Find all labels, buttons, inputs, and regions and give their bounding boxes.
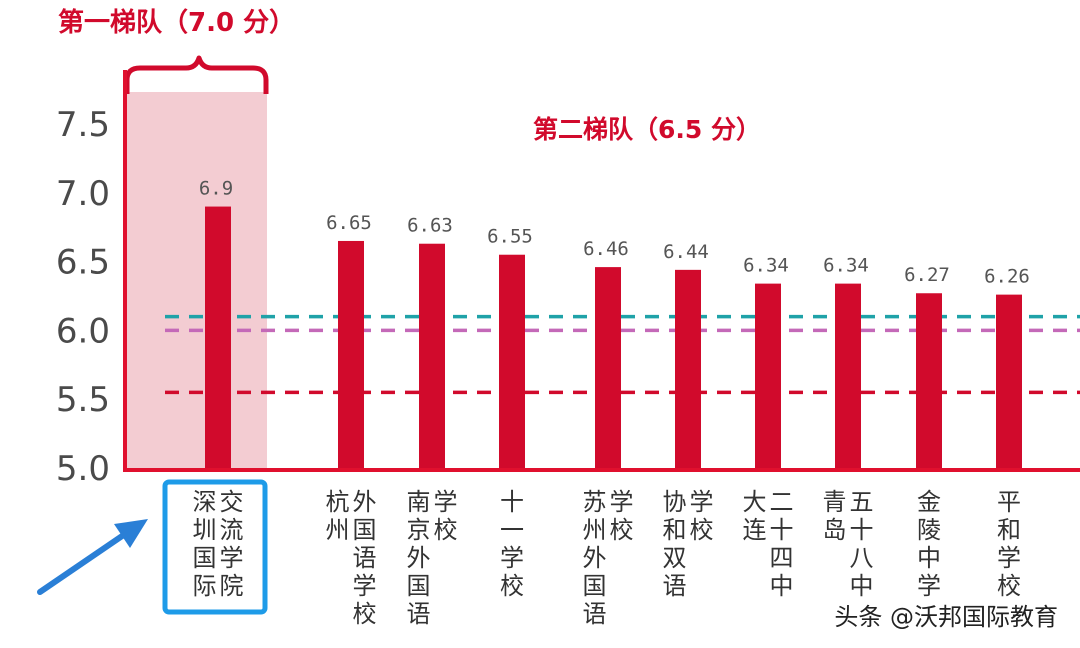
x-tick-label: 学 (434, 488, 458, 516)
data-label: 6.63 (407, 215, 453, 237)
data-label: 6.55 (487, 226, 533, 248)
data-label: 6.46 (583, 238, 629, 260)
x-tick-label: 州 (326, 516, 350, 544)
x-tick-label: 南 (407, 488, 431, 516)
data-label: 6.9 (199, 178, 233, 200)
x-tick-label: 学 (610, 488, 634, 516)
x-tick-label: 国 (353, 516, 377, 544)
bar (675, 269, 701, 468)
x-tick-label: 院 (220, 572, 244, 600)
x-tick-label: 八 (850, 544, 874, 572)
x-tick-label: 京 (407, 516, 431, 544)
x-tick-label: 学 (997, 544, 1021, 572)
x-tick-label: 学 (353, 572, 377, 600)
bar (338, 240, 364, 468)
x-tick-label: 学 (500, 544, 524, 572)
x-tick-label: 际 (193, 572, 217, 600)
x-tick-label: 五 (850, 488, 874, 516)
x-tick-label: 外 (583, 544, 607, 572)
x-tick-label: 苏 (583, 488, 607, 516)
bar (996, 294, 1022, 468)
arrow-shaft (37, 529, 131, 595)
y-tick-label: 5.0 (56, 449, 110, 489)
y-tick-label: 6.0 (56, 311, 110, 351)
data-label: 6.26 (984, 266, 1030, 288)
first-tier-bracket (124, 55, 269, 94)
x-tick-label: 中 (770, 572, 794, 600)
x-tick-label: 学 (220, 544, 244, 572)
data-label: 6.34 (823, 255, 869, 277)
x-tick-label: 四 (770, 544, 794, 572)
x-tick-label: 中 (917, 544, 941, 572)
x-tick-label: 校 (500, 572, 524, 600)
bar (755, 283, 781, 468)
x-tick-label: 校 (690, 516, 714, 544)
x-tick-label: 外 (353, 488, 377, 516)
y-tick-label: 7.5 (56, 105, 110, 145)
arrow-head (114, 519, 148, 548)
x-tick-label: 平 (997, 488, 1021, 516)
x-tick-label: 国 (407, 572, 431, 600)
x-tick-label: 十 (770, 516, 794, 544)
x-tick-label: 深 (193, 488, 217, 516)
data-label: 6.44 (663, 241, 709, 263)
x-tick-label: 语 (407, 600, 431, 628)
y-tick-label: 5.5 (56, 380, 110, 420)
x-tick-label: 校 (353, 600, 377, 628)
bar (419, 243, 445, 468)
x-tick-label: 金 (917, 488, 941, 516)
x-tick-label: 校 (610, 516, 634, 544)
second-tier-title: 第二梯队（6.5 分） (533, 115, 761, 144)
x-tick-label: 青 (823, 488, 847, 516)
x-tick-label: 双 (663, 544, 687, 572)
x-tick-label: 十 (850, 516, 874, 544)
x-tick-label: 圳 (193, 516, 217, 544)
x-tick-label: 一 (500, 516, 524, 544)
x-tick-label: 和 (663, 516, 687, 544)
bar (835, 283, 861, 468)
data-label: 6.27 (904, 264, 950, 286)
x-tick-label: 中 (850, 572, 874, 600)
first-tier-highlight (125, 92, 267, 468)
x-tick-label: 语 (353, 544, 377, 572)
x-tick-label: 校 (997, 572, 1021, 600)
x-tick-label: 国 (193, 544, 217, 572)
bar (205, 206, 231, 468)
x-tick-label: 学 (917, 572, 941, 600)
highlight-callout-box (162, 479, 268, 615)
x-tick-label: 国 (583, 572, 607, 600)
x-tick-label: 杭 (326, 488, 350, 516)
x-tick-label: 校 (434, 516, 458, 544)
x-tick-label: 连 (743, 516, 767, 544)
x-tick-label: 外 (407, 544, 431, 572)
x-tick-label: 语 (583, 600, 607, 628)
y-tick-label: 7.0 (56, 174, 110, 214)
x-tick-label: 协 (663, 488, 687, 516)
x-tick-label: 流 (220, 516, 244, 544)
x-tick-label: 二 (770, 488, 794, 516)
x-tick-label: 大 (743, 488, 767, 516)
bar (499, 254, 525, 468)
x-tick-label: 陵 (917, 516, 941, 544)
data-label: 6.65 (326, 212, 372, 234)
x-tick-label: 十 (500, 488, 524, 516)
bar (916, 293, 942, 468)
data-label: 6.34 (743, 255, 789, 277)
x-tick-label: 州 (583, 516, 607, 544)
x-tick-label: 和 (997, 516, 1021, 544)
x-tick-label: 交 (220, 488, 244, 516)
first-tier-title: 第一梯队（7.0 分） (58, 8, 296, 38)
bar (595, 267, 621, 468)
x-tick-label: 岛 (823, 516, 847, 544)
x-tick-label: 学 (690, 488, 714, 516)
y-tick-label: 6.5 (56, 243, 110, 283)
x-tick-label: 语 (663, 572, 687, 600)
watermark-text: 头条 @沃邦国际教育 (834, 603, 1058, 631)
